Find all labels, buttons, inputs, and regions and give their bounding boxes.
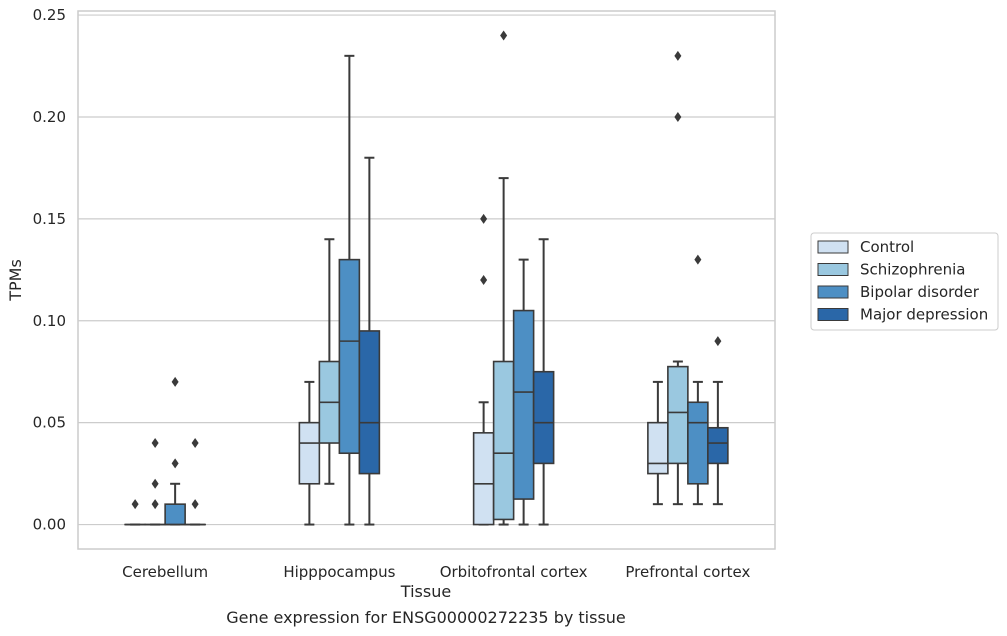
grid-lines [78,14,775,526]
legend-label: Schizophrenia [860,261,965,279]
box-schizophrenia [492,177,515,526]
outlier-point [480,213,488,224]
legend: Control Schizophrenia Bipolar disorder Majo… [810,232,999,331]
box-bipolar-disorder [687,380,709,506]
box-control [647,380,669,506]
box-iqr [338,258,361,455]
legend-frame [810,232,999,331]
plot-frame [77,10,776,550]
legend-label: Major depression [860,306,988,324]
box-iqr [472,432,495,526]
outlier-point [131,499,139,510]
y-tick-label: 0.10 [33,312,66,330]
outlier-point [500,30,508,41]
boxes [124,54,729,526]
box-control [298,380,321,526]
box-major-depression [532,238,555,526]
outlier-point [694,254,702,265]
outlier-point [151,499,159,510]
y-tick-label: 0.15 [33,210,66,228]
y-axis-label: TPMs [6,259,25,302]
y-tick-labels: 0.00 0.05 0.10 0.15 0.20 0.25 [33,6,66,533]
box-control [472,401,495,526]
box-iqr [164,503,186,526]
x-axis-label: Tissue [400,582,451,601]
box-iqr [667,365,689,465]
box-bipolar-disorder [164,482,186,526]
legend-swatch [817,285,849,299]
outlier-point [191,499,199,510]
box-iqr [492,360,515,521]
y-tick-label: 0.05 [33,414,66,432]
outlier-point [674,50,682,61]
x-tick-label: Cerebellum [122,563,208,581]
outliers [131,30,722,510]
outlier-point [191,438,199,449]
y-tick-label: 0.00 [33,516,66,534]
box-iqr [532,370,555,465]
outlier-point [151,478,159,489]
x-tick-label: Hipppocampus [283,563,395,581]
box-iqr [707,426,729,465]
legend-label: Bipolar disorder [860,283,980,301]
legend-swatch [817,240,849,254]
box-iqr [512,309,535,500]
outlier-point [714,336,722,347]
box-iqr [687,401,709,485]
box-iqr [358,330,381,475]
legend-swatch [817,263,849,276]
legend-swatch [817,308,849,321]
outlier-point [151,438,159,449]
outlier-point [171,458,179,469]
y-tick-label: 0.20 [33,108,66,126]
box-bipolar-disorder [338,54,361,526]
box-major-depression [707,380,729,506]
x-tick-label: Prefrontal cortex [625,563,750,581]
box-major-depression [358,156,381,526]
y-tick-label: 0.25 [33,6,66,24]
box-bipolar-disorder [512,258,535,526]
box-schizophrenia [667,360,689,506]
outlier-point [480,275,488,285]
x-tick-label: Orbitofrontal cortex [440,563,588,581]
box-schizophrenia [318,238,341,485]
legend-label: Control [860,238,914,256]
outlier-point [674,111,682,122]
box-iqr [298,421,321,485]
x-tick-labels: Cerebellum Hipppocampus Orbitofrontal cort… [122,563,750,581]
outlier-point [171,376,179,387]
figure-caption: Gene expression for ENSG00000272235 by t… [226,608,626,627]
box-iqr [647,421,669,475]
